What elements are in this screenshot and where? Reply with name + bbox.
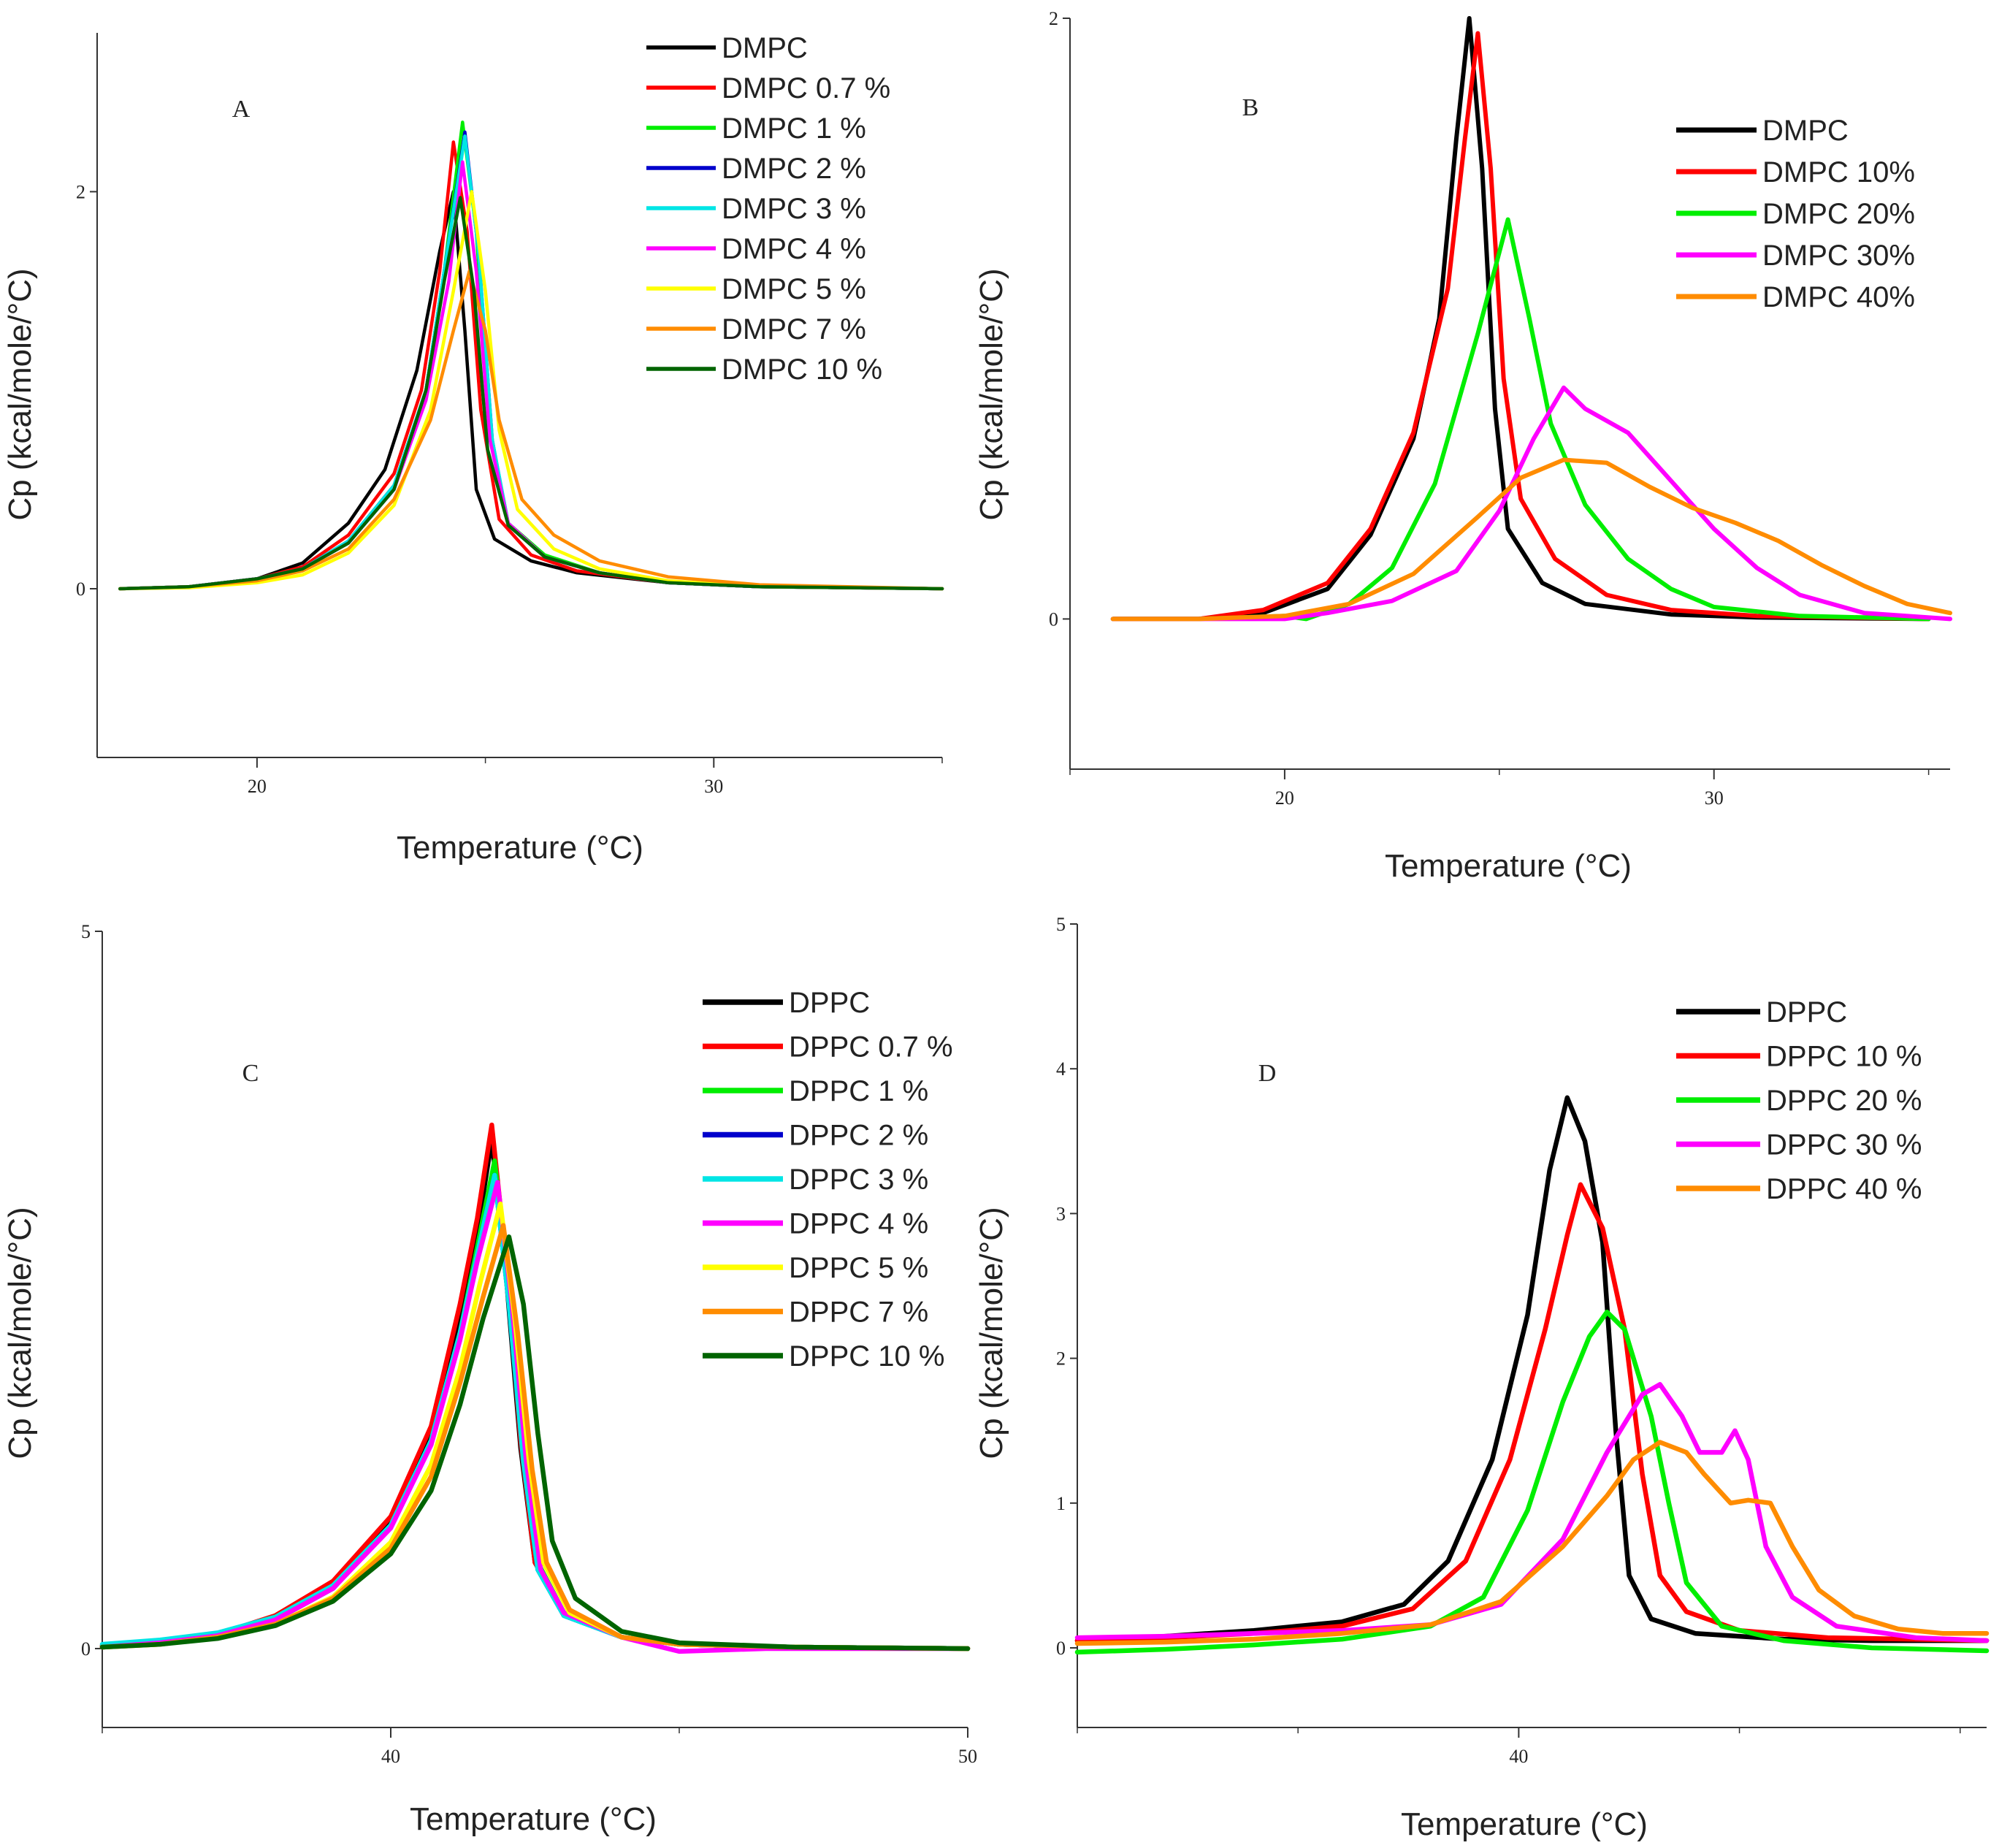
y-axis-title: Cp (kcal/mole/°C) xyxy=(974,1207,1009,1459)
legend-label: DMPC 0.7 % xyxy=(722,72,890,104)
legend-label: DMPC 40% xyxy=(1762,281,1915,313)
series-line-b-1 xyxy=(1110,16,1931,622)
legend-label: DPPC xyxy=(1766,996,1847,1028)
legend-label: DMPC 10 % xyxy=(722,354,882,386)
legend-label: DMPC 10% xyxy=(1762,156,1915,188)
y-tick-label: 5 xyxy=(81,921,91,942)
x-axis-title: Temperature (°C) xyxy=(397,830,643,866)
legend-label: DPPC 10 % xyxy=(1766,1041,1922,1073)
series-line-b-5 xyxy=(1110,457,1952,622)
series-line-b-4 xyxy=(1110,385,1952,622)
x-tick-label: 30 xyxy=(1705,787,1724,809)
panel-label: D xyxy=(1258,1060,1277,1087)
y-tick-label: 2 xyxy=(1056,1348,1066,1370)
y-axis-title: Cp (kcal/mole/°C) xyxy=(974,268,1009,520)
series-line-a-9 xyxy=(118,196,944,591)
panel-a-chart: 20 30 0 2 DMPC DMPC 0.7 % DMPC 1 % DMPC 2 % DMPC… xyxy=(2,32,944,866)
legend-label: DPPC 40 % xyxy=(1766,1173,1922,1205)
legend-label: DPPC xyxy=(789,987,870,1019)
series-line-d-5 xyxy=(1074,1440,1990,1646)
x-tick-label: 50 xyxy=(958,1746,977,1767)
panel-label: A xyxy=(232,96,251,123)
legend-label: DPPC 30 % xyxy=(1766,1129,1922,1161)
legend-label: DPPC 20 % xyxy=(1766,1085,1922,1117)
legend-label: DMPC 5 % xyxy=(722,273,866,305)
legend-label: DPPC 2 % xyxy=(789,1120,928,1152)
legend-label: DMPC 4 % xyxy=(722,233,866,265)
x-axis-title: Temperature (°C) xyxy=(410,1801,657,1837)
series-line-a-7 xyxy=(118,190,944,591)
panel-d-chart: 40 0 1 2 3 4 5 DPPC DPPC 10 % DPPC 20 % DPPC 30 % D… xyxy=(974,914,1990,1842)
x-tick-label: 40 xyxy=(381,1746,400,1767)
y-axis-title: Cp (kcal/mole/°C) xyxy=(2,1207,38,1459)
series-line-d-4 xyxy=(1074,1382,1990,1643)
legend-label: DPPC 3 % xyxy=(789,1164,928,1196)
y-tick-label: 5 xyxy=(1056,914,1066,935)
legend-label: DMPC 1 % xyxy=(722,112,866,145)
y-tick-label: 2 xyxy=(1049,8,1058,29)
legend-label: DMPC 30% xyxy=(1762,240,1915,272)
series-line-d-3 xyxy=(1074,1309,1990,1655)
legend-label: DPPC 0.7 % xyxy=(789,1031,953,1064)
x-tick-label: 20 xyxy=(248,776,267,797)
x-axis-title: Temperature (°C) xyxy=(1385,848,1632,884)
series-line-d-1 xyxy=(1074,1095,1990,1643)
panel-label: B xyxy=(1242,94,1259,121)
legend-label: DMPC 7 % xyxy=(722,313,866,345)
legend-label: DPPC 10 % xyxy=(789,1340,944,1372)
x-tick-label: 30 xyxy=(704,776,723,797)
y-tick-label: 2 xyxy=(76,181,85,202)
y-tick-label: 0 xyxy=(81,1638,91,1660)
series-line-d-2 xyxy=(1074,1182,1990,1643)
legend-label: DMPC 20% xyxy=(1762,198,1915,230)
panel-b-chart: 20 30 0 2 DMPC DMPC 10% DMPC 20% DMPC 30% DMPC 4… xyxy=(974,8,1952,884)
panel-label: C xyxy=(242,1060,259,1087)
series-line-c-9 xyxy=(99,1234,971,1652)
series-line-b-2 xyxy=(1110,31,1931,622)
legend-label: DPPC 4 % xyxy=(789,1208,928,1240)
legend-label: DMPC xyxy=(1762,115,1849,147)
panel-c-chart: 40 50 0 5 DPPC DPPC 0.7 % DPPC 1 % DPPC 2 % DPPC… xyxy=(2,921,977,1837)
y-axis-title: Cp (kcal/mole/°C) xyxy=(2,268,38,520)
y-tick-label: 1 xyxy=(1056,1493,1066,1514)
x-tick-label: 40 xyxy=(1509,1746,1528,1767)
y-tick-label: 0 xyxy=(1056,1638,1066,1659)
y-tick-label: 0 xyxy=(1049,608,1058,630)
x-tick-label: 20 xyxy=(1275,787,1294,809)
y-tick-label: 3 xyxy=(1056,1203,1066,1224)
x-axis-title: Temperature (°C) xyxy=(1401,1806,1648,1842)
y-tick-label: 4 xyxy=(1056,1058,1066,1080)
y-tick-label: 0 xyxy=(76,579,85,600)
legend-label: DMPC 3 % xyxy=(722,193,866,225)
legend-label: DPPC 5 % xyxy=(789,1252,928,1284)
legend-label: DPPC 7 % xyxy=(789,1297,928,1329)
series-line-a-8 xyxy=(118,269,944,591)
series-line-b-3 xyxy=(1110,217,1931,622)
legend-label: DPPC 1 % xyxy=(789,1075,928,1107)
legend-label: DMPC 2 % xyxy=(722,153,866,185)
legend-label: DMPC xyxy=(722,32,808,64)
series-line-c-8 xyxy=(99,1223,971,1652)
